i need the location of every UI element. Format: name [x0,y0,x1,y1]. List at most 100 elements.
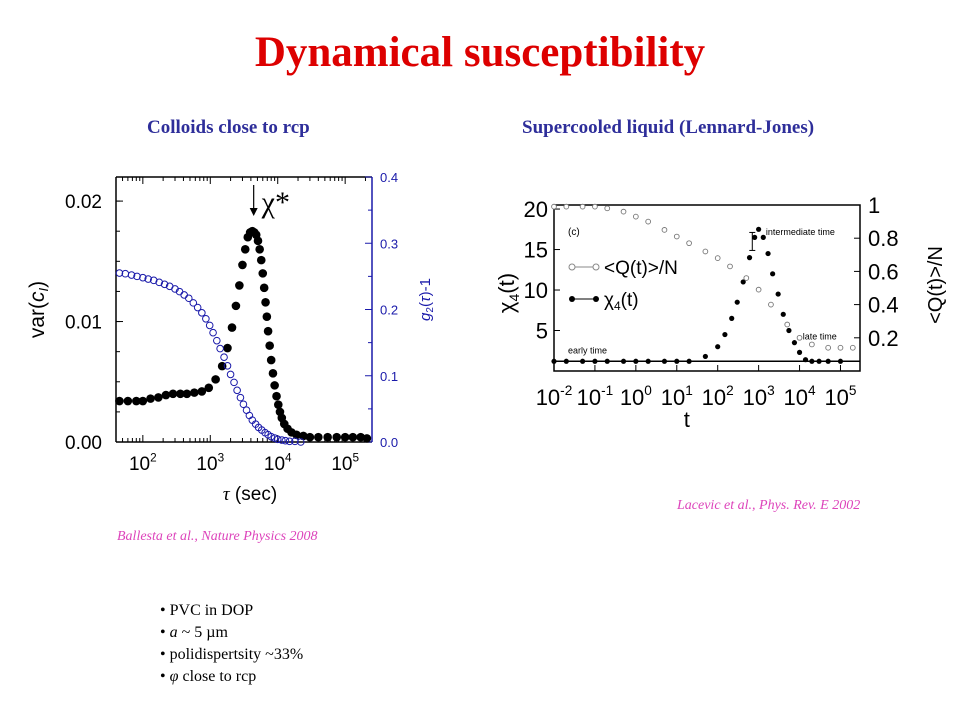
panel-label: (c) [568,227,580,238]
early-time-label: early time [568,345,607,355]
g2-data-point [160,280,169,289]
chi4-data-point [740,279,746,285]
var-data-point [305,432,315,442]
g2-data-point [180,291,188,299]
q-data-point [661,227,668,233]
x-axis-label: τ (sec) [223,484,277,505]
y2-tick-label: 0.8 [868,226,899,251]
chi4-data-point [592,358,598,364]
var-data-point [265,341,274,350]
var-data-point [235,281,244,290]
var-data-point [266,355,276,365]
chi4-data-point [645,358,651,364]
g2-data-point [184,294,193,303]
q-data-point [604,205,611,212]
lennard-jones-chart: 10-2 10-1 100 101 102 103 104 105 5 10 15 20 0.2 0.4 0… [494,193,947,432]
q-data-point [620,208,627,215]
var-data-point [231,301,241,311]
left-panel-subtitle: Colloids close to rcp [147,117,310,138]
var-data-point [348,432,358,442]
g2-data-point [205,321,214,330]
var-data-point [259,283,269,293]
q-data-point [837,344,844,351]
var-data-point [238,260,247,270]
y-tick-label: 10 [524,278,548,303]
var-data-point [123,396,133,406]
var-data-point [256,255,266,265]
x-tick-label: 100 [620,383,652,410]
chi4-data-point [786,327,792,334]
q-data-point [579,203,586,210]
g2-data-point [133,272,141,281]
x-tick-label: 103 [743,383,775,410]
x-tick-label: 102 [702,383,734,410]
q-data-point [702,248,709,255]
chi4-data-point [791,340,798,346]
q-data-point [825,344,832,351]
x-tick-label: 104 [264,451,292,475]
g2-data-point [273,435,282,444]
q-data-point [743,275,750,281]
chi4-data-point [580,358,586,364]
var-data-point [261,297,270,307]
y2-tick-label: 1 [868,193,880,218]
g2-data-point [209,328,217,337]
g2-data-point [297,438,305,446]
y2-tick-label: 0.2 [868,326,899,351]
chi4-data-point [661,358,668,364]
q-data-point [714,255,721,261]
y-tick-label: 20 [524,197,548,222]
var-data-point [274,400,283,409]
g2-data-point [216,344,224,353]
var-data-point [270,381,279,390]
g2-data-point [281,436,290,445]
chi4-data-point [816,358,822,364]
bullet-list: PVC in DOP a ~ 5 µm polidispertsity ~33%… [160,600,304,688]
var-data-point [154,393,163,402]
y-tick-label: 0.02 [65,192,102,213]
q-data-point [563,203,570,210]
legend-marker-q [568,263,576,271]
y2-tick-label: 0.2 [380,303,398,318]
q-data-point [686,240,692,247]
legend-label-chi: χ4(t) [604,290,639,313]
chi4-data-point [770,271,776,277]
var-data-point [227,323,237,332]
g2-data-point [213,336,221,345]
q-data-point [849,344,856,351]
chi4-data-point [825,358,831,364]
chi4-data-point [715,344,721,350]
legend-marker-chi [569,296,575,302]
y2-tick-label: 0.0 [380,435,398,450]
var-data-point [190,388,199,397]
x-tick-label: 102 [129,451,157,475]
intermediate-time-label: intermediate time [766,227,835,237]
g2-data-point [236,393,245,402]
var-data-point [268,369,278,378]
g2-data-point [198,309,206,317]
g2-data-point [233,386,241,395]
x-tick-label: 10-1 [577,383,614,410]
chi-star-annotation: χ* [261,186,290,219]
chi4-data-point [633,358,639,364]
chi4-data-point [702,353,708,360]
g2-data-point [220,353,228,361]
var-data-point [262,312,272,322]
x-tick-label: 103 [196,451,224,475]
q-data-point [755,286,762,293]
chi4-data-point [760,234,766,240]
q-data-point [632,213,639,220]
g2-data-point [291,437,299,446]
y-tick-label: 0.00 [65,433,102,454]
chi4-data-point [686,358,692,364]
g2-data-point [226,370,235,379]
var-data-point [253,236,263,246]
plot-frame [553,204,861,372]
q-data-point [645,218,652,225]
var-data-point [340,432,350,442]
chi4-data-point [809,358,815,364]
chi4-data-point [780,311,786,317]
y-axis-label: χ4(t) [494,273,522,313]
q-data-point [784,321,791,328]
bullet-item: polidispertsity ~33% [160,644,304,666]
